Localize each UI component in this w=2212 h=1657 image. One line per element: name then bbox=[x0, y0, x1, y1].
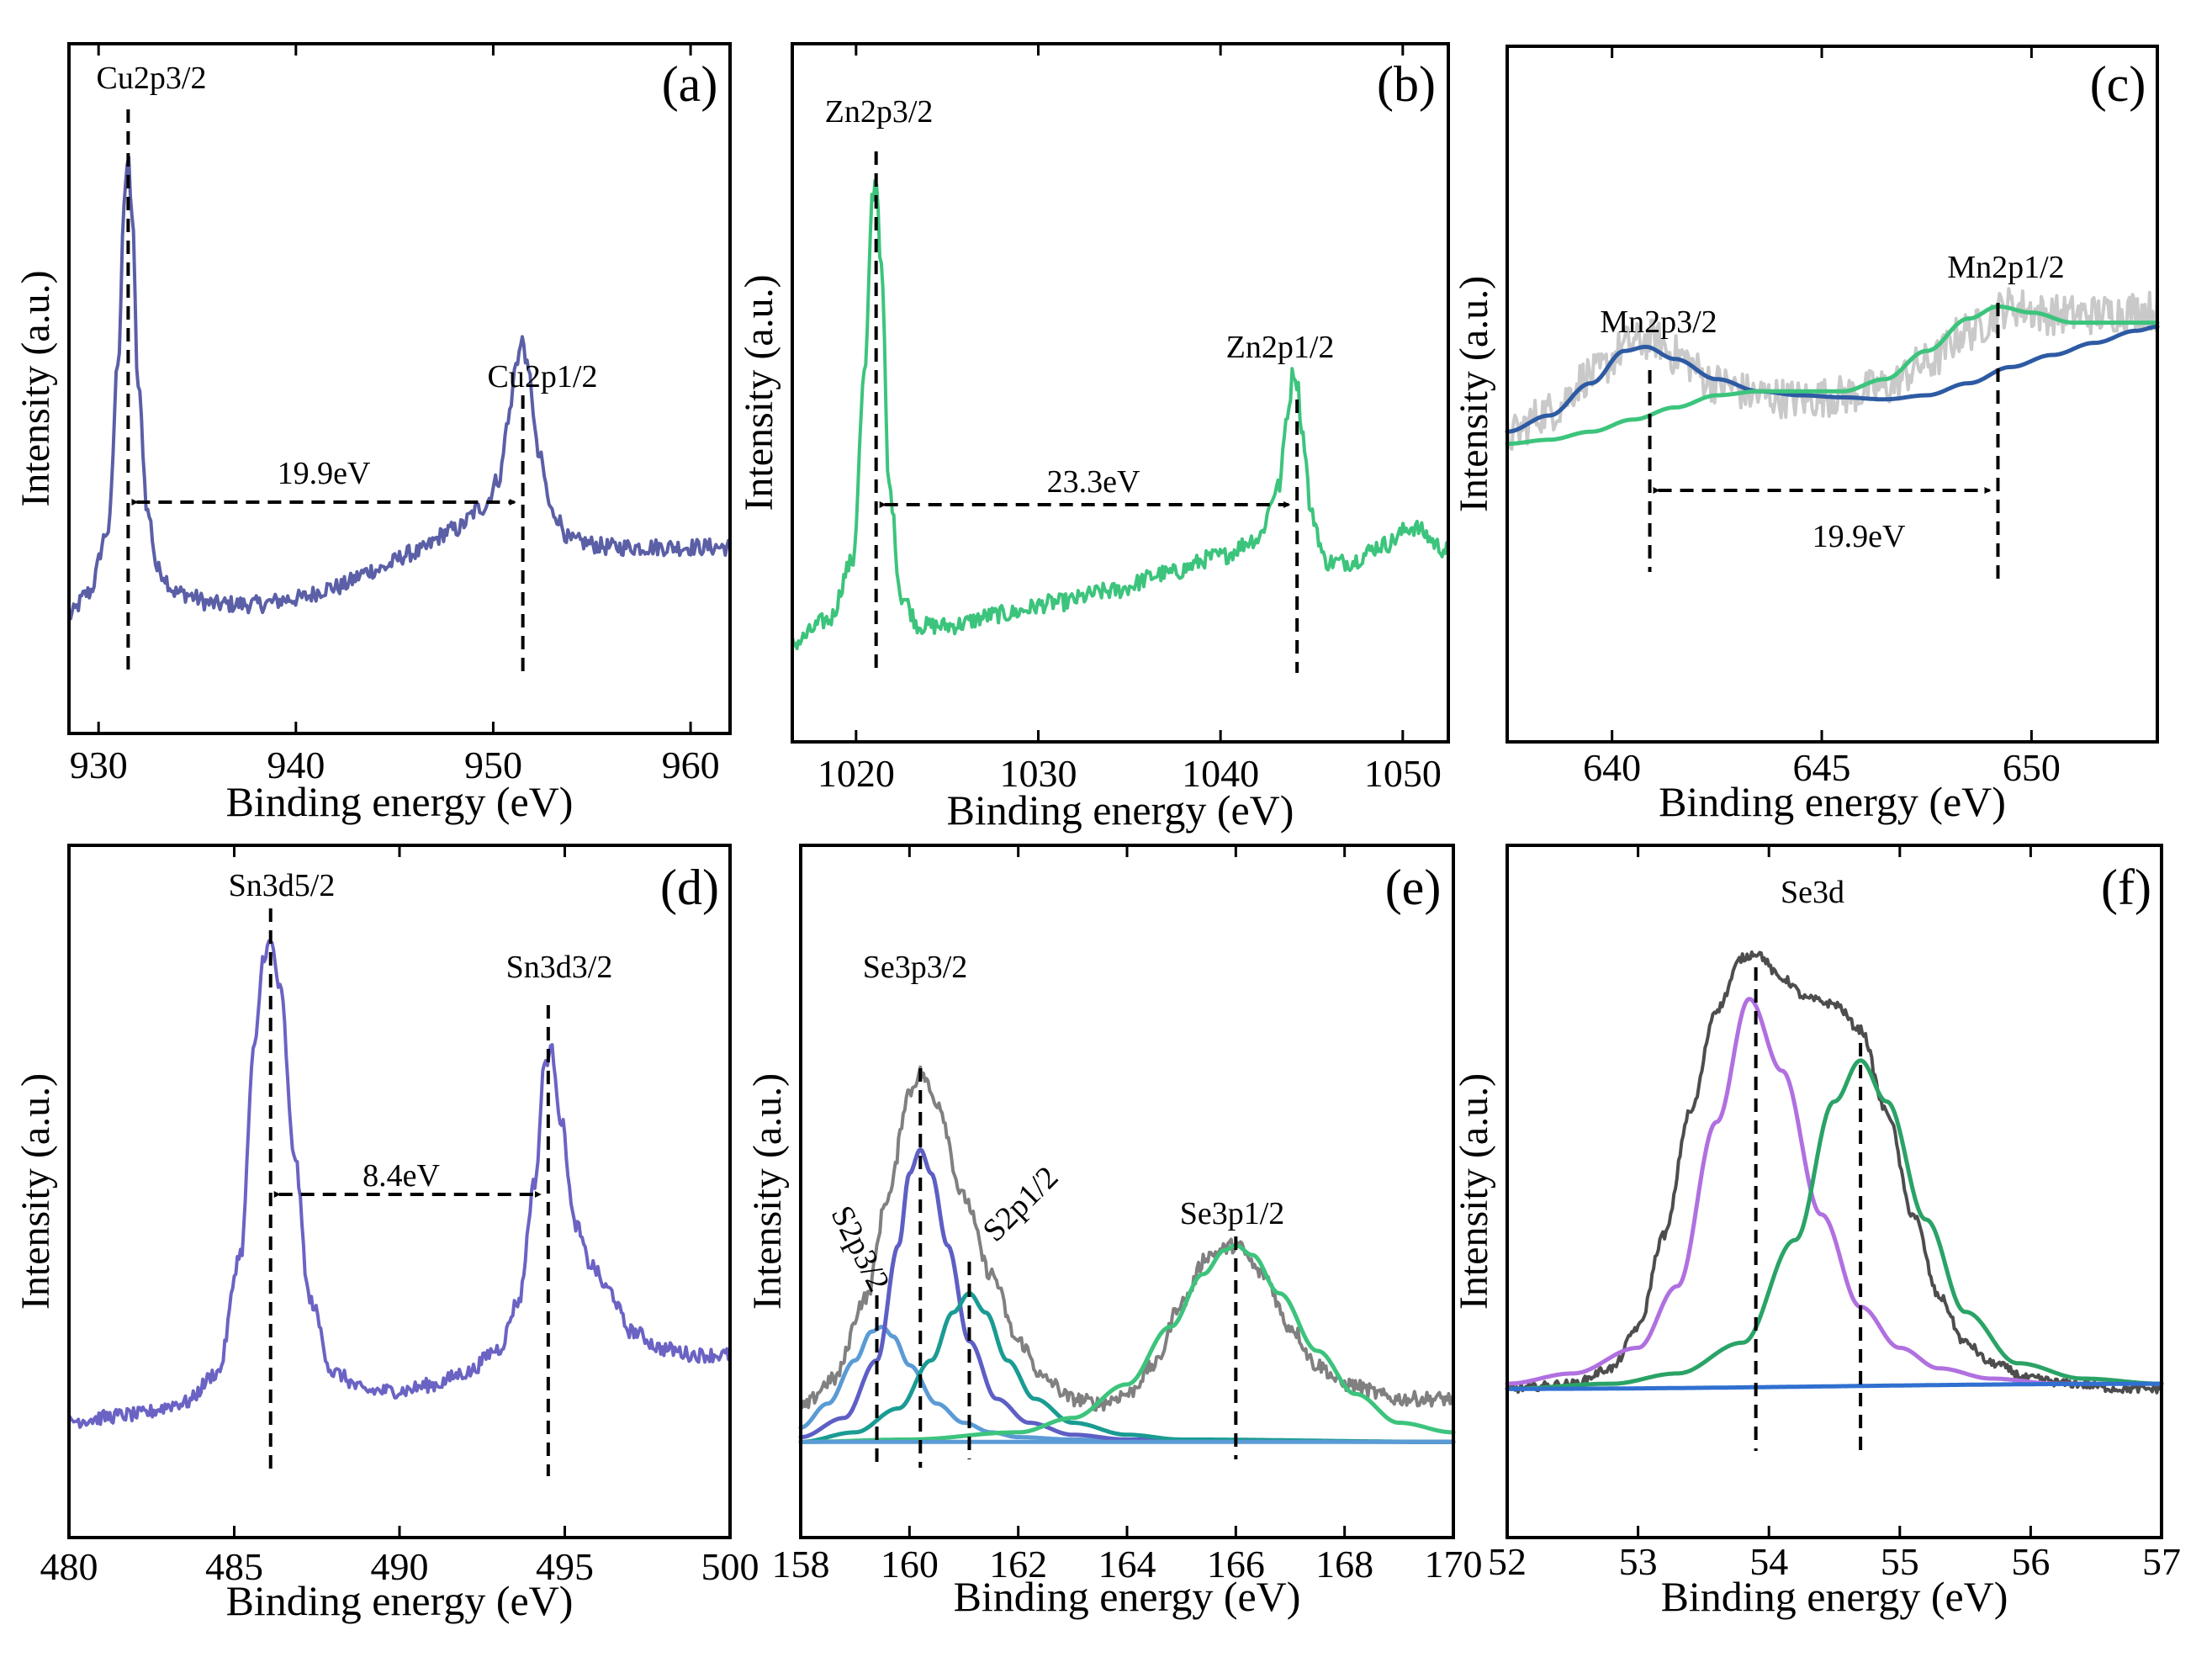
panel-label: (b) bbox=[1377, 56, 1436, 112]
x-tick-label: 1050 bbox=[1364, 752, 1442, 795]
series-line-mn-2p-raw bbox=[1506, 287, 2159, 451]
plot-frame bbox=[67, 42, 732, 735]
plot-frame bbox=[1506, 45, 2159, 744]
x-axis-label: Binding energy (eV) bbox=[1659, 778, 2006, 825]
x-tick-label: 640 bbox=[1583, 746, 1641, 789]
x-axis-label: Binding energy (eV) bbox=[947, 786, 1294, 834]
chart-panel-a: 930 940 950 960 Binding energy (eV) Intensity… bbox=[13, 42, 732, 825]
y-axis-label: Intensity (a.u.) bbox=[13, 1073, 58, 1310]
x-tick-label: 55 bbox=[1881, 1540, 1919, 1583]
series-line-baseline bbox=[1505, 1381, 2164, 1391]
series-line-raw-spectrum bbox=[799, 1065, 1455, 1412]
x-tick-label: 485 bbox=[205, 1545, 263, 1588]
chart-panel-e: 158 160 162 164 166 168 170 Binding energy (eV)… bbox=[745, 844, 1483, 1620]
x-tick-label: 53 bbox=[1619, 1540, 1658, 1583]
series-line-s2p1-2 bbox=[798, 1291, 1456, 1444]
x-tick-label: 500 bbox=[701, 1545, 759, 1588]
peak-label: Mn2p3/2 bbox=[1600, 304, 1717, 340]
peak-label: S2p3/2 bbox=[824, 1200, 897, 1297]
series-line-mn-2p-fit-1 bbox=[1505, 324, 2160, 434]
peak-label: Sn3d5/2 bbox=[229, 868, 336, 903]
series-line-zn-2p-spectrum bbox=[791, 178, 1450, 651]
x-tick-label: 56 bbox=[2011, 1540, 2050, 1583]
series-line-se3p3-2 bbox=[798, 1147, 1456, 1444]
splitting-label: 8.4eV bbox=[362, 1158, 440, 1194]
panel-label: (d) bbox=[660, 860, 719, 915]
x-axis-label: Binding energy (eV) bbox=[954, 1573, 1301, 1620]
y-axis-label: Intensity (a.u.) bbox=[1452, 1073, 1496, 1310]
peak-label: Cu2p3/2 bbox=[97, 61, 207, 96]
panel-label: (f) bbox=[2101, 860, 2151, 915]
splitting-label: 23.3eV bbox=[1047, 464, 1140, 500]
x-tick-label: 52 bbox=[1488, 1540, 1527, 1583]
y-axis-label: Intensity (a.u.) bbox=[737, 274, 781, 511]
series-line-se3d5-2-fit bbox=[1505, 997, 2164, 1386]
x-tick-label: 166 bbox=[1207, 1543, 1265, 1586]
y-axis-label: Intensity (a.u.) bbox=[745, 1073, 790, 1310]
series-line-cu-2p-spectrum bbox=[67, 155, 732, 621]
panel-label: (c) bbox=[2090, 56, 2146, 112]
peak-label: Zn2p3/2 bbox=[825, 94, 934, 130]
peak-label: Zn2p1/2 bbox=[1226, 330, 1335, 365]
x-tick-label: 645 bbox=[1793, 746, 1851, 789]
splitting-label: 19.9eV bbox=[1812, 519, 1906, 554]
series-line-se3p1-2 bbox=[798, 1243, 1456, 1444]
x-tick-label: 57 bbox=[2142, 1540, 2181, 1583]
x-tick-label: 168 bbox=[1315, 1543, 1373, 1586]
x-tick-label: 950 bbox=[464, 744, 522, 786]
series-line-raw-spectrum bbox=[1506, 950, 2163, 1395]
x-tick-label: 162 bbox=[989, 1543, 1047, 1586]
x-axis-label: Binding energy (eV) bbox=[1661, 1573, 2008, 1620]
x-tick-label: 650 bbox=[2003, 746, 2061, 789]
x-tick-label: 480 bbox=[40, 1545, 98, 1588]
x-tick-label: 1040 bbox=[1182, 752, 1259, 795]
series-line-sn-3d-spectrum bbox=[67, 939, 732, 1429]
x-tick-label: 164 bbox=[1098, 1543, 1156, 1586]
plot-frame bbox=[791, 42, 1450, 744]
plot-frame bbox=[1506, 844, 2163, 1539]
x-tick-label: 1020 bbox=[818, 752, 895, 795]
x-tick-label: 490 bbox=[371, 1545, 429, 1588]
peak-label: Se3p3/2 bbox=[863, 950, 968, 985]
x-tick-label: 158 bbox=[772, 1543, 830, 1586]
panel-label: (a) bbox=[662, 56, 718, 112]
x-tick-label: 960 bbox=[662, 744, 720, 786]
x-tick-label: 160 bbox=[881, 1543, 939, 1586]
chart-panel-f: 52 53 54 55 56 57 Binding energy (eV) Intensity… bbox=[1452, 844, 2181, 1620]
peak-label: Cu2p1/2 bbox=[488, 359, 598, 394]
x-tick-label: 940 bbox=[267, 744, 325, 786]
x-tick-label: 930 bbox=[70, 744, 128, 786]
y-axis-label: Intensity (a.u.) bbox=[1452, 276, 1496, 512]
x-axis-label: Binding energy (eV) bbox=[226, 778, 574, 825]
x-axis-label: Binding energy (eV) bbox=[226, 1577, 574, 1624]
series-line-mn-2p-fit-2 bbox=[1505, 304, 2160, 447]
x-tick-label: 54 bbox=[1749, 1540, 1788, 1583]
series-line-se3d3-2-fit bbox=[1505, 1058, 2164, 1391]
panel-label: (e) bbox=[1385, 860, 1442, 915]
peak-label: S2p1/2 bbox=[976, 1160, 1066, 1249]
chart-panel-d: 480 485 490 495 500 Binding energy (eV) Intens… bbox=[13, 844, 759, 1624]
chart-panel-b: 1020 1030 1040 1050 Binding energy (eV) Inten… bbox=[737, 42, 1450, 834]
peak-label: Se3p1/2 bbox=[1180, 1196, 1285, 1231]
peak-label: Se3d bbox=[1781, 875, 1844, 910]
peak-label: Sn3d3/2 bbox=[506, 950, 613, 985]
x-tick-label: 170 bbox=[1425, 1543, 1483, 1586]
x-tick-label: 495 bbox=[536, 1545, 594, 1588]
peak-label: Mn2p1/2 bbox=[1947, 250, 2064, 285]
x-tick-label: 1030 bbox=[1000, 752, 1077, 795]
splitting-label: 19.9eV bbox=[278, 456, 371, 491]
y-axis-label: Intensity (a.u.) bbox=[13, 270, 58, 506]
